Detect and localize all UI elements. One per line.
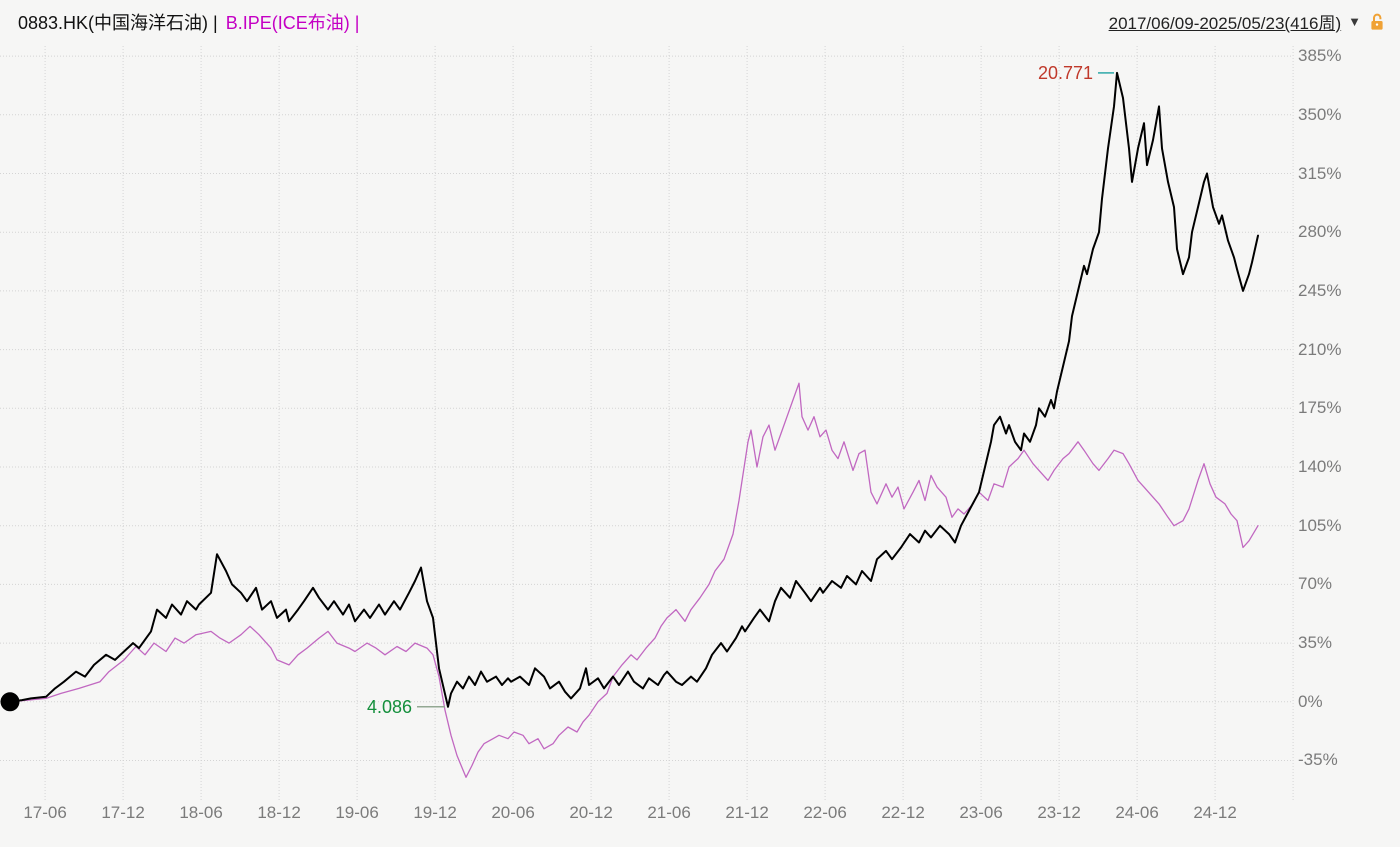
price-annotation: 4.086 xyxy=(367,697,412,717)
y-axis-label: 140% xyxy=(1298,457,1342,476)
x-axis: 17-06 17-12 18-06 18-12 19-06 19-12 20-06 20-12… xyxy=(0,803,1400,827)
y-axis: 385% 350% 315% 280% 245% 210% 175% 140% 105% 70% 3… xyxy=(1298,0,1398,847)
date-range-control: 2017/06/09-2025/05/23(416周) ▼ xyxy=(1109,9,1386,34)
x-axis-label: 23-06 xyxy=(959,803,1003,822)
x-axis-label: 20-06 xyxy=(491,803,535,822)
y-axis-label: 0% xyxy=(1298,691,1323,711)
x-axis-label: 23-12 xyxy=(1037,803,1081,822)
x-axis-label: 18-12 xyxy=(257,803,301,822)
y-axis-label: 385% xyxy=(1298,46,1342,66)
y-axis-label: 245% xyxy=(1298,280,1342,300)
x-axis-label: 22-06 xyxy=(803,803,847,822)
x-axis-label: 17-06 xyxy=(23,803,67,822)
legend-item-bipe[interactable]: B.IPE(ICE布油) | xyxy=(225,13,360,33)
chart-legend: 0883.HK(中国海洋石油) | B.IPE(ICE布油) | xyxy=(18,9,359,35)
x-axis-label: 17-12 xyxy=(101,803,145,822)
x-axis-label: 24-12 xyxy=(1193,803,1237,822)
x-axis-label: 18-06 xyxy=(179,803,223,822)
range-start-handle[interactable] xyxy=(0,692,20,712)
x-axis-label: 22-12 xyxy=(881,803,925,822)
y-axis-label: 105% xyxy=(1298,515,1342,535)
y-axis-label: 350% xyxy=(1298,104,1342,124)
chevron-down-icon[interactable]: ▼ xyxy=(1348,14,1361,29)
y-axis-label: 280% xyxy=(1298,222,1342,242)
x-axis-label: 24-06 xyxy=(1115,803,1159,822)
series-line-0 xyxy=(9,71,1259,708)
unlock-icon[interactable] xyxy=(1368,12,1386,32)
x-axis-label: 21-06 xyxy=(647,803,691,822)
x-axis-label: 21-12 xyxy=(725,803,769,822)
y-axis-label: 175% xyxy=(1298,398,1342,418)
x-axis-label: 19-06 xyxy=(335,803,379,822)
legend-item-0883hk[interactable]: 0883.HK(中国海洋石油) | xyxy=(18,13,218,33)
y-axis-label: -35% xyxy=(1298,750,1338,770)
date-range-text[interactable]: 2017/06/09-2025/05/23(416周) xyxy=(1108,14,1342,33)
y-axis-label: 35% xyxy=(1298,633,1333,653)
y-axis-label: 315% xyxy=(1298,163,1342,183)
x-axis-label: 20-12 xyxy=(569,803,613,822)
y-axis-label: 210% xyxy=(1298,339,1342,359)
price-annotation: 20.771 xyxy=(1038,63,1093,83)
series-line-1 xyxy=(9,382,1259,778)
y-axis-label: 70% xyxy=(1298,574,1333,594)
x-axis-label: 19-12 xyxy=(413,803,457,822)
